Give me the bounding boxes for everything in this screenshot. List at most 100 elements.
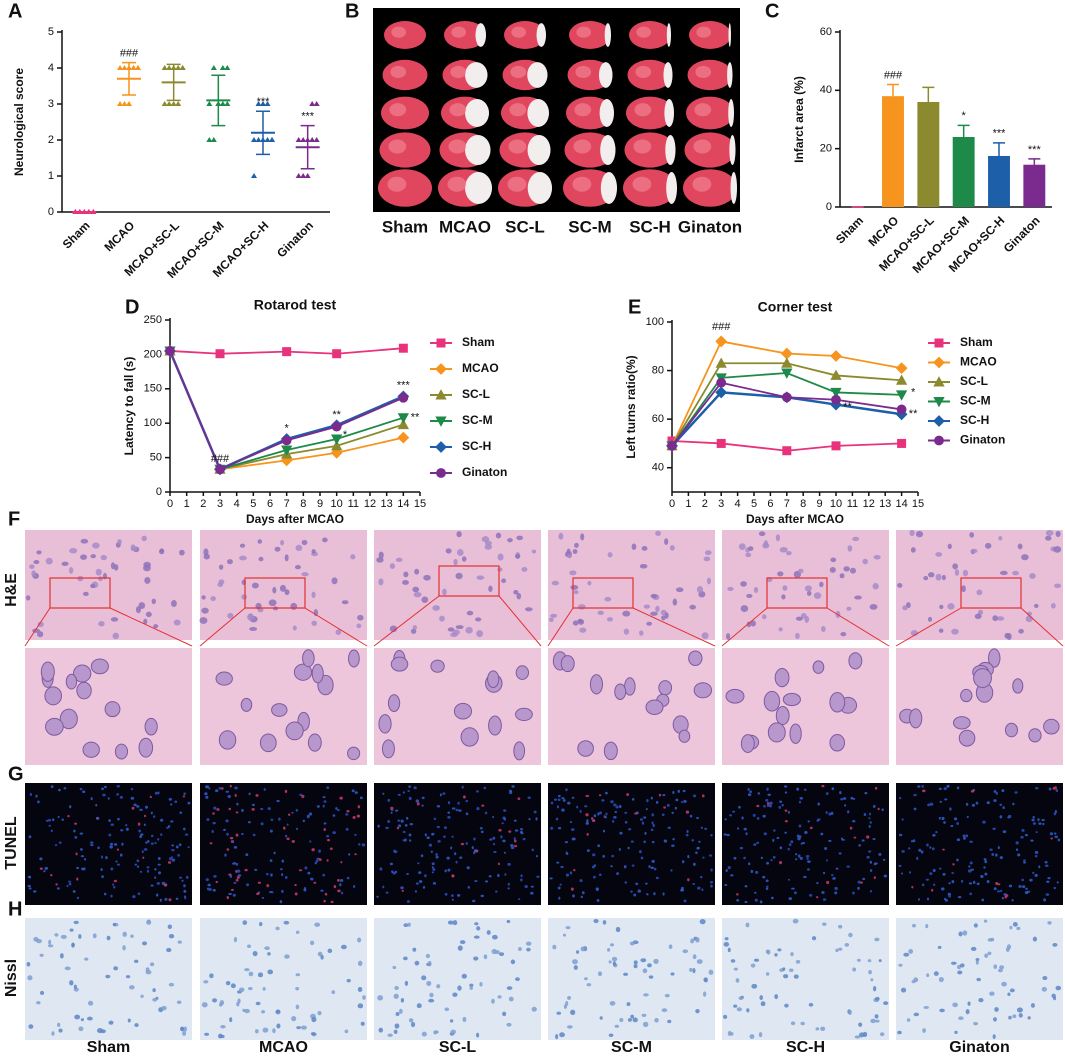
cell	[139, 835, 143, 839]
cell	[772, 856, 776, 859]
cell	[608, 1033, 614, 1038]
cell	[821, 784, 825, 788]
cell	[746, 1008, 750, 1013]
cell	[993, 887, 997, 891]
cell	[95, 817, 100, 820]
neuron	[387, 694, 401, 713]
marker	[436, 338, 446, 348]
cell	[762, 614, 767, 620]
cell	[597, 610, 604, 616]
cell	[327, 948, 333, 954]
cell	[183, 884, 186, 888]
cell	[527, 796, 531, 799]
cell	[586, 849, 590, 852]
cell	[311, 620, 318, 626]
cell	[933, 883, 936, 887]
cell	[1047, 877, 1051, 880]
cell	[570, 887, 574, 891]
annotation: *	[285, 423, 290, 435]
cell	[212, 812, 215, 815]
neuron	[65, 673, 78, 690]
cell	[225, 981, 231, 986]
cell	[179, 549, 185, 556]
cell	[898, 833, 903, 837]
cell	[877, 807, 880, 811]
cell	[954, 1030, 958, 1034]
cell	[857, 880, 861, 884]
cell	[72, 890, 76, 893]
neuron	[513, 741, 526, 761]
cell	[900, 987, 907, 993]
cell	[146, 920, 152, 925]
micrograph	[199, 530, 368, 765]
cell	[359, 796, 363, 800]
cell	[488, 875, 492, 878]
cell	[265, 872, 269, 876]
cell	[525, 941, 532, 946]
cell	[584, 805, 588, 808]
neuron	[45, 717, 64, 736]
cell	[848, 932, 853, 938]
cell	[281, 889, 284, 893]
cell	[465, 842, 468, 845]
cell	[225, 819, 229, 823]
cell	[337, 808, 340, 812]
cell	[167, 924, 172, 929]
cell	[741, 816, 744, 820]
cell	[651, 813, 654, 817]
cell	[455, 860, 458, 864]
cell	[50, 874, 53, 877]
cell	[593, 864, 597, 867]
cell	[623, 972, 629, 976]
cell	[317, 951, 323, 957]
cell	[970, 946, 977, 951]
data-point	[175, 101, 182, 106]
cell	[881, 808, 884, 812]
cell	[614, 810, 617, 814]
cell	[37, 800, 40, 804]
zoom-box	[49, 577, 111, 609]
cell	[639, 630, 644, 636]
cell	[788, 968, 794, 972]
cell	[854, 1035, 861, 1039]
cell	[735, 978, 740, 983]
legend-label: Ginaton	[462, 465, 507, 479]
cell	[702, 991, 707, 997]
cell	[281, 859, 285, 863]
cell	[565, 926, 571, 930]
annotation: ***	[301, 111, 315, 123]
cell	[506, 986, 513, 990]
cell	[474, 849, 478, 853]
cell	[662, 892, 665, 896]
cell	[646, 893, 649, 896]
cell	[484, 811, 488, 815]
cell	[484, 880, 489, 883]
cell	[870, 1018, 877, 1024]
cell	[1021, 828, 1025, 832]
cell	[1048, 787, 1052, 791]
cell	[447, 868, 451, 872]
cell	[972, 880, 976, 885]
cell	[160, 818, 164, 822]
zoom-line	[199, 607, 246, 647]
cell	[553, 798, 558, 801]
cell	[984, 953, 989, 958]
neuron	[767, 722, 786, 743]
neuron	[693, 682, 713, 699]
marker	[215, 464, 225, 475]
cell	[848, 1009, 852, 1015]
cell	[743, 856, 746, 860]
cell	[777, 948, 782, 952]
cell	[254, 868, 258, 871]
cell	[157, 856, 161, 861]
cell	[683, 899, 687, 903]
cell	[116, 785, 121, 788]
cell	[301, 794, 305, 799]
cell	[26, 961, 31, 967]
data-point	[309, 101, 316, 106]
cell	[524, 607, 533, 612]
cell	[71, 942, 75, 948]
cell	[501, 578, 507, 584]
cell	[101, 875, 104, 879]
cell	[999, 889, 1003, 893]
